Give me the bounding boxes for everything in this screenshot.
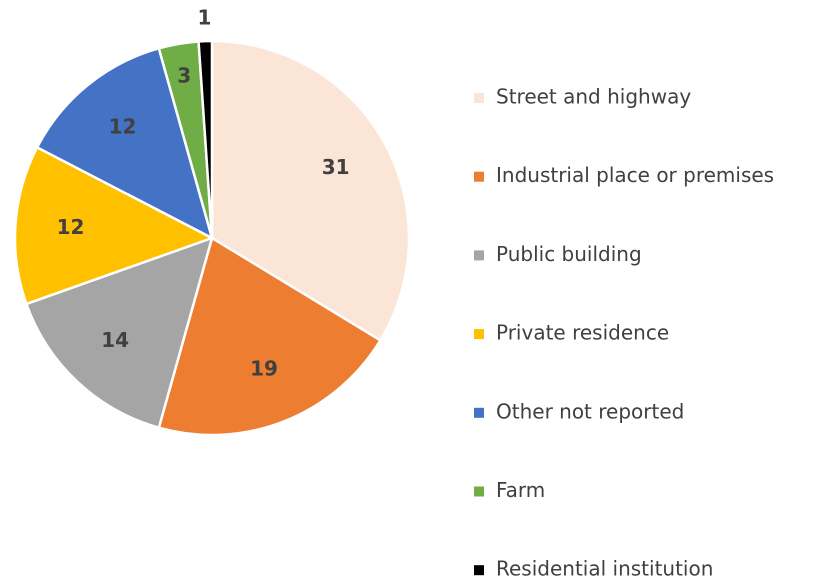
data-label: 3 [177,63,191,87]
legend-swatch [474,250,484,261]
legend-swatch [474,171,484,182]
legend-swatch [474,486,484,497]
legend-label: Residential institution [496,557,713,580]
legend-label: Street and highway [496,85,691,109]
legend-label: Public building [496,242,642,266]
data-label: 1 [198,6,212,30]
data-label: 14 [101,328,129,352]
legend-label: Other not reported [496,399,684,423]
pie-slice [13,145,216,306]
legend-swatch [474,93,484,103]
legend-swatch [474,329,484,340]
legend-swatch [474,565,484,576]
pie-slice [210,39,411,343]
data-label: 19 [250,356,278,380]
pie-slice [35,46,214,241]
legend-label: Private residence [496,321,669,345]
data-label: 12 [109,114,137,138]
pie-slice [24,236,214,430]
pie-slice [157,236,383,437]
legend-label: Industrial place or premises [496,163,774,187]
legend-swatch [474,407,484,418]
data-label: 31 [322,155,350,179]
pie-slice [197,39,214,239]
data-label: 12 [57,215,85,239]
legend-label: Farm [496,478,545,502]
